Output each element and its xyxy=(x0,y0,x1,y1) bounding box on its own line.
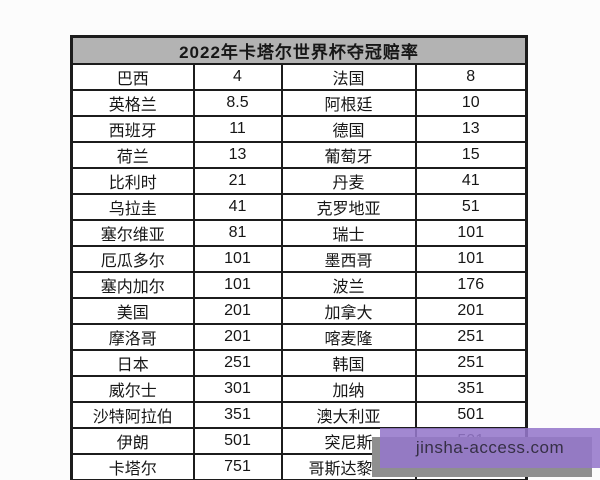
table-row: 厄瓜多尔 101 墨西哥 101 xyxy=(70,245,528,273)
odds-cell: 751 xyxy=(192,453,283,480)
team-cell: 塞尔维亚 xyxy=(70,219,195,247)
team-cell: 塞内加尔 xyxy=(70,271,195,299)
odds-cell: 4 xyxy=(192,63,283,91)
watermark-text: jinsha-access.com xyxy=(415,438,565,457)
table-row: 西班牙 11 德国 13 xyxy=(70,115,528,143)
table-row: 乌拉圭 41 克罗地亚 51 xyxy=(70,193,528,221)
table-title: 2022年卡塔尔世界杯夺冠赔率 xyxy=(70,35,528,65)
table-row: 荷兰 13 葡萄牙 15 xyxy=(70,141,528,169)
team-cell: 荷兰 xyxy=(70,141,195,169)
table-row: 美国 201 加拿大 201 xyxy=(70,297,528,325)
team-cell: 巴西 xyxy=(70,63,195,91)
team-cell: 卡塔尔 xyxy=(70,453,195,480)
odds-cell: 251 xyxy=(414,323,528,351)
team-cell: 加拿大 xyxy=(280,297,417,325)
odds-cell: 251 xyxy=(192,349,283,377)
team-cell: 澳大利亚 xyxy=(280,401,417,429)
team-cell: 威尔士 xyxy=(70,375,195,403)
odds-cell: 251 xyxy=(414,349,528,377)
odds-cell: 201 xyxy=(414,297,528,325)
odds-cell: 51 xyxy=(414,193,528,221)
table-row: 威尔士 301 加纳 351 xyxy=(70,375,528,403)
table-row: 摩洛哥 201 喀麦隆 251 xyxy=(70,323,528,351)
team-cell: 波兰 xyxy=(280,271,417,299)
team-cell: 沙特阿拉伯 xyxy=(70,401,195,429)
watermark: jinsha-access.com xyxy=(380,428,600,468)
odds-table: 2022年卡塔尔世界杯夺冠赔率 巴西 4 法国 8 英格兰 8.5 阿根廷 10… xyxy=(70,35,528,480)
team-cell: 西班牙 xyxy=(70,115,195,143)
team-cell: 韩国 xyxy=(280,349,417,377)
odds-cell: 201 xyxy=(192,297,283,325)
team-cell: 乌拉圭 xyxy=(70,193,195,221)
table-row: 英格兰 8.5 阿根廷 10 xyxy=(70,89,528,117)
table-row: 比利时 21 丹麦 41 xyxy=(70,167,528,195)
odds-cell: 101 xyxy=(414,245,528,273)
team-cell: 比利时 xyxy=(70,167,195,195)
odds-cell: 41 xyxy=(414,167,528,195)
team-cell: 阿根廷 xyxy=(280,89,417,117)
team-cell: 克罗地亚 xyxy=(280,193,417,221)
odds-cell: 41 xyxy=(192,193,283,221)
odds-cell: 501 xyxy=(192,427,283,455)
team-cell: 日本 xyxy=(70,349,195,377)
team-cell: 摩洛哥 xyxy=(70,323,195,351)
table-row: 巴西 4 法国 8 xyxy=(70,63,528,91)
odds-cell: 8 xyxy=(414,63,528,91)
title-row: 2022年卡塔尔世界杯夺冠赔率 xyxy=(70,35,528,65)
odds-cell: 21 xyxy=(192,167,283,195)
odds-cell: 301 xyxy=(192,375,283,403)
table-row: 日本 251 韩国 251 xyxy=(70,349,528,377)
team-cell: 瑞士 xyxy=(280,219,417,247)
team-cell: 丹麦 xyxy=(280,167,417,195)
team-cell: 葡萄牙 xyxy=(280,141,417,169)
odds-cell: 8.5 xyxy=(192,89,283,117)
odds-cell: 13 xyxy=(414,115,528,143)
odds-cell: 176 xyxy=(414,271,528,299)
odds-cell: 10 xyxy=(414,89,528,117)
odds-cell: 351 xyxy=(192,401,283,429)
table-row: 沙特阿拉伯 351 澳大利亚 501 xyxy=(70,401,528,429)
team-cell: 厄瓜多尔 xyxy=(70,245,195,273)
table-row: 塞尔维亚 81 瑞士 101 xyxy=(70,219,528,247)
team-cell: 喀麦隆 xyxy=(280,323,417,351)
odds-cell: 81 xyxy=(192,219,283,247)
odds-cell: 15 xyxy=(414,141,528,169)
odds-cell: 11 xyxy=(192,115,283,143)
team-cell: 墨西哥 xyxy=(280,245,417,273)
odds-cell: 501 xyxy=(414,401,528,429)
table-row: 塞内加尔 101 波兰 176 xyxy=(70,271,528,299)
team-cell: 德国 xyxy=(280,115,417,143)
odds-cell: 351 xyxy=(414,375,528,403)
team-cell: 伊朗 xyxy=(70,427,195,455)
team-cell: 美国 xyxy=(70,297,195,325)
odds-cell: 201 xyxy=(192,323,283,351)
odds-cell: 101 xyxy=(414,219,528,247)
odds-cell: 101 xyxy=(192,271,283,299)
team-cell: 加纳 xyxy=(280,375,417,403)
team-cell: 英格兰 xyxy=(70,89,195,117)
team-cell: 法国 xyxy=(280,63,417,91)
odds-cell: 101 xyxy=(192,245,283,273)
odds-cell: 13 xyxy=(192,141,283,169)
